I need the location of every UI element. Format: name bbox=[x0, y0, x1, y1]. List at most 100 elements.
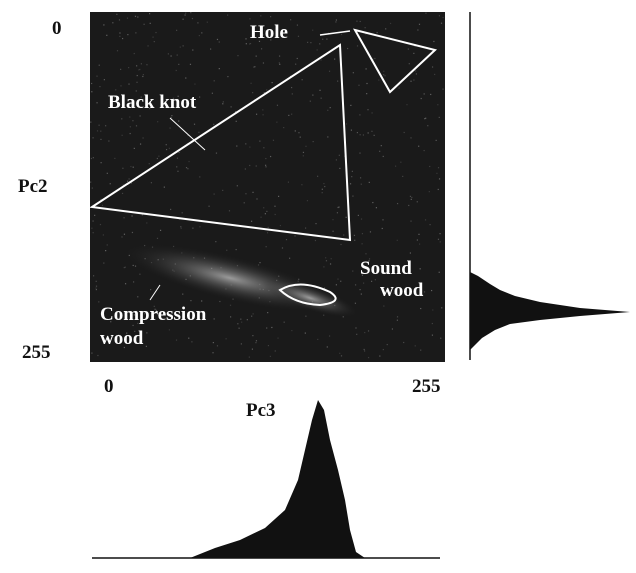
speckle bbox=[339, 155, 340, 156]
speckle bbox=[91, 228, 92, 229]
speckle bbox=[150, 23, 151, 24]
speckle bbox=[260, 217, 261, 218]
speckle bbox=[432, 309, 433, 310]
speckle bbox=[360, 21, 361, 22]
speckle bbox=[97, 130, 98, 131]
speckle bbox=[379, 355, 380, 356]
speckle bbox=[166, 149, 167, 150]
speckle bbox=[182, 294, 183, 295]
speckle bbox=[362, 233, 363, 234]
speckle bbox=[181, 228, 182, 229]
speckle bbox=[369, 182, 370, 183]
speckle bbox=[410, 252, 411, 253]
speckle bbox=[404, 132, 405, 133]
speckle bbox=[122, 135, 123, 136]
speckle bbox=[168, 53, 169, 54]
speckle bbox=[185, 77, 186, 78]
speckle bbox=[265, 166, 266, 167]
speckle bbox=[263, 62, 264, 63]
speckle bbox=[358, 215, 359, 216]
speckle bbox=[169, 148, 170, 149]
speckle bbox=[418, 146, 419, 147]
speckle bbox=[284, 322, 285, 323]
speckle bbox=[178, 64, 179, 65]
speckle bbox=[146, 346, 147, 347]
speckle bbox=[317, 49, 318, 50]
speckle bbox=[424, 118, 425, 119]
speckle bbox=[363, 283, 364, 284]
speckle bbox=[219, 68, 220, 69]
speckle bbox=[291, 87, 292, 88]
speckle bbox=[135, 16, 136, 17]
speckle bbox=[137, 296, 138, 297]
speckle bbox=[410, 196, 411, 197]
speckle bbox=[115, 89, 116, 90]
speckle bbox=[366, 93, 367, 94]
speckle bbox=[294, 235, 295, 236]
speckle bbox=[122, 193, 123, 194]
speckle bbox=[158, 156, 159, 157]
speckle bbox=[346, 123, 347, 124]
speckle bbox=[207, 22, 208, 23]
speckle bbox=[237, 55, 238, 56]
speckle bbox=[279, 62, 280, 63]
speckle bbox=[191, 341, 192, 342]
speckle bbox=[411, 197, 412, 198]
speckle bbox=[263, 147, 264, 148]
speckle bbox=[214, 193, 215, 194]
speckle bbox=[140, 143, 141, 144]
speckle bbox=[213, 342, 214, 343]
speckle bbox=[353, 72, 354, 73]
speckle bbox=[413, 53, 414, 54]
speckle bbox=[395, 166, 396, 167]
speckle bbox=[357, 45, 358, 46]
speckle bbox=[199, 226, 200, 227]
speckle bbox=[368, 357, 369, 358]
speckle bbox=[103, 262, 104, 263]
speckle bbox=[399, 87, 400, 88]
speckle bbox=[213, 124, 214, 125]
pc3-histogram bbox=[190, 400, 365, 558]
speckle bbox=[327, 136, 328, 137]
speckle bbox=[334, 58, 335, 59]
speckle bbox=[194, 83, 195, 84]
speckle bbox=[122, 168, 123, 169]
speckle bbox=[190, 300, 191, 301]
speckle bbox=[171, 117, 172, 118]
y-tick-label: 0 bbox=[52, 18, 62, 39]
speckle bbox=[424, 150, 425, 151]
speckle bbox=[245, 143, 246, 144]
speckle bbox=[307, 200, 308, 201]
speckle bbox=[439, 233, 440, 234]
speckle bbox=[98, 301, 99, 302]
speckle bbox=[151, 182, 152, 183]
speckle bbox=[359, 153, 360, 154]
speckle bbox=[121, 236, 122, 237]
speckle bbox=[438, 167, 439, 168]
speckle bbox=[417, 201, 418, 202]
speckle bbox=[99, 86, 100, 87]
speckle bbox=[263, 207, 264, 208]
speckle bbox=[371, 281, 372, 282]
speckle bbox=[383, 156, 384, 157]
speckle bbox=[371, 112, 372, 113]
speckle bbox=[434, 74, 435, 75]
speckle bbox=[397, 320, 398, 321]
speckle bbox=[133, 265, 134, 266]
speckle bbox=[368, 132, 369, 133]
speckle bbox=[146, 64, 147, 65]
speckle bbox=[226, 338, 227, 339]
speckle bbox=[359, 289, 360, 290]
speckle bbox=[352, 271, 353, 272]
speckle bbox=[150, 289, 151, 290]
speckle bbox=[96, 281, 97, 282]
speckle bbox=[305, 146, 306, 147]
annotation: Sound bbox=[360, 258, 412, 279]
speckle bbox=[288, 182, 289, 183]
speckle bbox=[129, 116, 130, 117]
speckle bbox=[364, 350, 365, 351]
speckle bbox=[164, 187, 165, 188]
speckle bbox=[283, 127, 284, 128]
speckle bbox=[322, 189, 323, 190]
speckle bbox=[277, 105, 278, 106]
